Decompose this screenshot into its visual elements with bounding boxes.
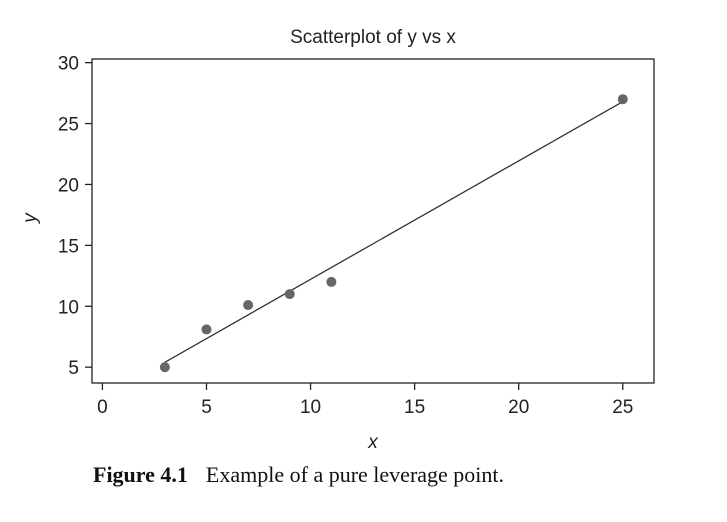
y-axis-label: y	[20, 212, 41, 225]
x-tick-label: 0	[97, 397, 108, 418]
x-tick-label: 20	[508, 397, 529, 418]
y-axis-ticks: 5 10 15 20 25 30	[58, 54, 92, 379]
figure-caption: Figure 4.1 Example of a pure leverage poi…	[93, 462, 504, 488]
x-axis-label: x	[367, 432, 379, 453]
x-tick-label: 25	[612, 397, 633, 418]
data-point	[201, 324, 212, 335]
scatterplot-chart: Scatterplot of y vs x 0 5 10 15 20 25 5101520…	[20, 27, 655, 453]
data-point	[326, 276, 337, 287]
x-axis-ticks: 0 5 10 15 20 25	[97, 383, 633, 418]
regression-line	[164, 101, 624, 363]
data-point	[617, 94, 628, 105]
data-point	[284, 289, 295, 300]
x-tick-label: 10	[300, 397, 321, 418]
data-points	[159, 94, 628, 373]
y-tick-label: 5	[68, 358, 79, 379]
y-tick-label: 25	[58, 115, 79, 136]
x-tick-label: 5	[201, 397, 212, 418]
y-tick-label: 15	[58, 236, 79, 257]
x-tick-label: 15	[404, 397, 425, 418]
y-tick-label: 30	[58, 54, 79, 75]
y-tick-label: 20	[58, 175, 79, 196]
data-point	[243, 300, 254, 311]
figure-number: Figure 4.1	[93, 462, 188, 487]
plot-area-frame	[91, 58, 655, 384]
data-point	[159, 362, 170, 373]
figure-caption-text: Example of a pure leverage point.	[205, 462, 505, 487]
chart-title: Scatterplot of y vs x	[290, 27, 456, 48]
y-tick-label: 10	[58, 297, 79, 318]
